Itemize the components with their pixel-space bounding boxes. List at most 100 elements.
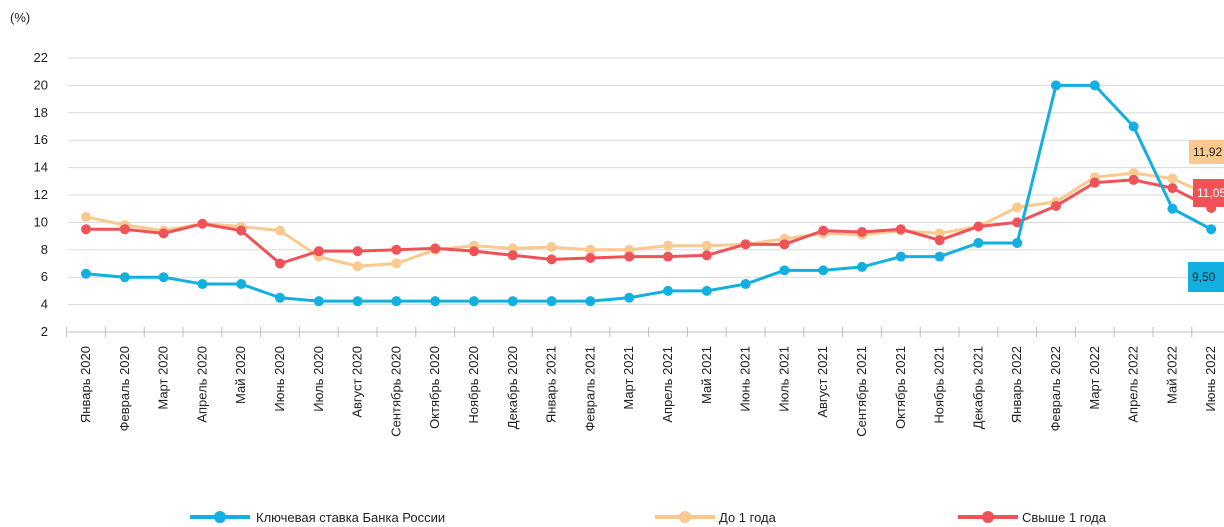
data-point <box>275 258 285 269</box>
data-point <box>934 235 945 246</box>
y-tick-label: 12 <box>34 187 48 202</box>
y-tick-label: 20 <box>34 77 48 92</box>
x-tick-label: Декабрь 2021 <box>970 346 985 429</box>
callout-box <box>1193 179 1224 207</box>
end-value-callouts: 11,92 11,05 9,50 <box>1188 140 1224 292</box>
legend-swatch-marker <box>982 511 994 523</box>
callout-label: 11,92 <box>1193 145 1222 159</box>
legend-swatch-marker <box>214 511 226 523</box>
y-tick-label: 18 <box>34 105 48 120</box>
data-point <box>663 251 673 262</box>
data-point <box>895 251 906 262</box>
series-line <box>84 171 1213 268</box>
data-point <box>430 243 441 254</box>
series-line <box>84 178 1213 265</box>
data-point <box>740 279 751 290</box>
data-point <box>934 251 945 262</box>
y-tick-label: 8 <box>41 242 48 257</box>
x-tick-label: Август 2021 <box>815 346 830 418</box>
data-point <box>197 218 208 229</box>
x-tick-label: Январь 2021 <box>544 346 559 423</box>
data-point <box>1167 173 1178 184</box>
x-tick-label: Январь 2020 <box>78 346 93 423</box>
data-point <box>236 279 247 290</box>
x-tick-label: Сентябрь 2020 <box>388 346 403 437</box>
data-point <box>391 296 402 307</box>
callout-2: 11,05 <box>1193 179 1224 207</box>
data-point <box>275 225 285 236</box>
legend-item-1: До 1 года <box>655 510 777 525</box>
data-point <box>1167 203 1178 214</box>
data-point <box>1051 80 1061 91</box>
x-tick-label: Февраль 2022 <box>1048 346 1063 431</box>
x-tick-label: Октябрь 2020 <box>427 346 442 429</box>
series-lines <box>81 80 1217 307</box>
data-point <box>624 244 635 255</box>
data-point <box>701 240 712 251</box>
x-tick-label: Май 2021 <box>699 346 714 404</box>
x-tick-label: Май 2020 <box>233 346 248 404</box>
y-axis-ticks: 2 4 6 8 10 12 14 16 18 20 22 <box>34 50 48 339</box>
data-point <box>857 226 867 237</box>
x-tick-label: Январь 2022 <box>1009 346 1024 423</box>
data-point <box>663 240 673 251</box>
callout-box <box>1189 140 1224 164</box>
data-point <box>779 239 790 250</box>
data-point <box>119 272 130 283</box>
grid-lines <box>68 57 1224 306</box>
x-tick-label: Февраль 2020 <box>117 346 132 431</box>
y-tick-label: 2 <box>41 324 48 339</box>
data-point <box>1167 183 1178 194</box>
callout-0: 9,50 <box>1188 262 1224 292</box>
data-point <box>81 211 91 222</box>
legend-item-0: Ключевая ставка Банка России <box>190 510 445 525</box>
x-tick-label: Март 2020 <box>156 346 171 410</box>
data-point <box>507 243 518 254</box>
y-tick-label: 22 <box>34 50 48 65</box>
data-point <box>585 253 596 264</box>
data-point <box>507 296 518 307</box>
data-point <box>391 244 402 255</box>
data-point <box>546 242 557 253</box>
data-point <box>81 224 91 235</box>
data-point <box>585 244 596 255</box>
data-point <box>818 265 829 276</box>
data-point <box>391 258 402 269</box>
x-axis: Январь 2020 Февраль 2020 Март 2020 Апрель 2… <box>66 327 1224 437</box>
data-point <box>585 296 596 307</box>
x-tick-label: Декабрь 2020 <box>505 346 520 429</box>
data-point <box>1206 224 1217 235</box>
data-point <box>546 254 557 265</box>
data-point <box>313 246 324 257</box>
legend-label: До 1 года <box>719 510 777 525</box>
data-point <box>507 250 518 261</box>
x-tick-label: Апрель 2021 <box>660 346 675 423</box>
data-point <box>158 228 169 239</box>
data-point <box>857 261 867 272</box>
data-point <box>119 224 130 235</box>
y-tick-label: 10 <box>34 214 48 229</box>
series-line <box>84 83 1213 303</box>
data-point <box>81 268 91 279</box>
data-point <box>158 272 169 283</box>
data-point <box>236 225 247 236</box>
callout-label: 9,50 <box>1192 270 1216 284</box>
x-tick-label: Апрель 2020 <box>194 346 209 423</box>
x-tick-label: Август 2020 <box>350 346 365 418</box>
data-point <box>1128 121 1139 132</box>
x-tick-label: Июнь 2020 <box>272 346 287 412</box>
x-tick-label: Февраль 2021 <box>582 346 597 431</box>
data-point <box>546 296 557 307</box>
legend-swatch-marker <box>679 511 691 523</box>
x-tick-label: Март 2021 <box>621 346 636 410</box>
data-point <box>1128 168 1139 179</box>
x-tick-label: Июль 2020 <box>311 346 326 412</box>
data-point <box>469 296 479 307</box>
data-point <box>1051 200 1061 211</box>
data-point <box>701 285 712 296</box>
x-tick-label: Июнь 2021 <box>738 346 753 412</box>
x-tick-label: Июль 2021 <box>776 346 791 412</box>
data-point <box>352 261 363 272</box>
data-point <box>624 251 635 262</box>
data-point <box>973 237 984 248</box>
